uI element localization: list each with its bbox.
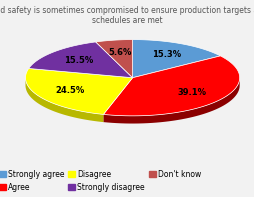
Text: 15.3%: 15.3% [151,50,180,59]
Text: 5.6%: 5.6% [108,48,131,57]
Polygon shape [132,40,219,78]
Text: 15.5%: 15.5% [64,56,93,65]
Polygon shape [25,78,103,122]
Text: 39.1%: 39.1% [177,88,205,97]
Text: Food safety is sometimes compromised to ensure production targets and
schedules : Food safety is sometimes compromised to … [0,6,254,25]
Polygon shape [103,78,239,124]
Polygon shape [29,42,132,78]
Legend: Strongly agree, Agree, Disagree, Strongly disagree, Don't know: Strongly agree, Agree, Disagree, Strongl… [0,170,200,191]
Polygon shape [103,56,239,116]
Text: 24.5%: 24.5% [55,86,84,95]
Polygon shape [95,40,132,78]
Polygon shape [25,69,132,114]
